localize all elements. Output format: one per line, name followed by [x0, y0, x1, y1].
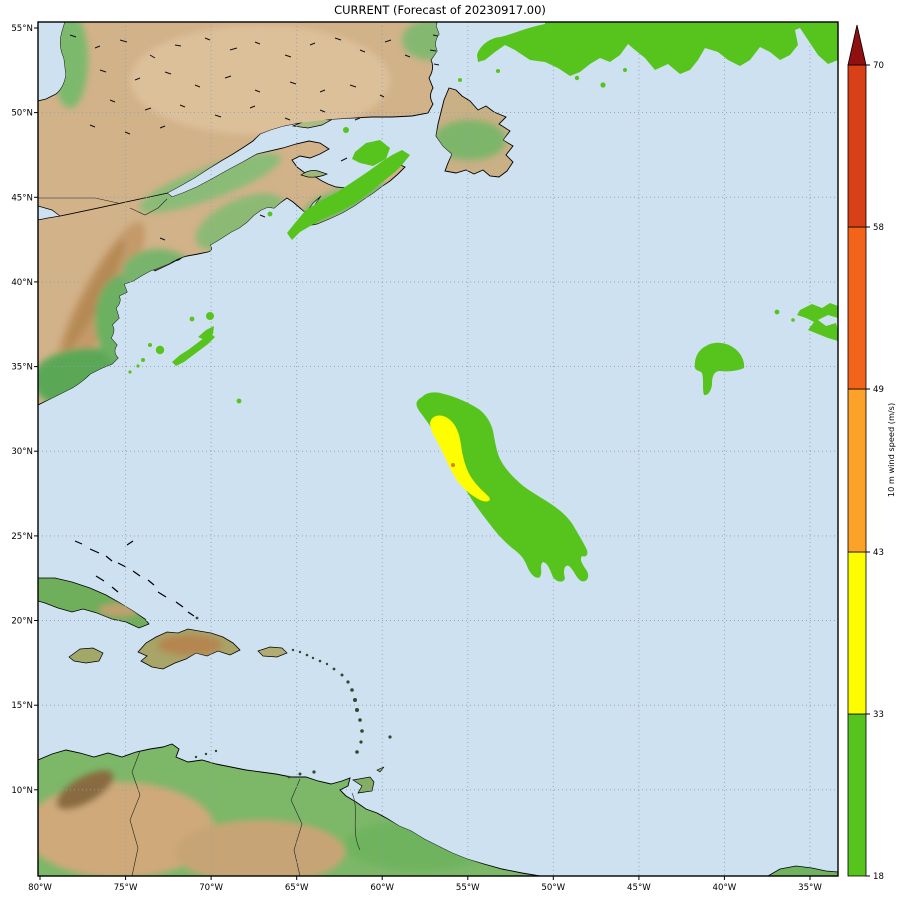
wind-swath-dot — [206, 312, 214, 320]
lon-tick-label: 70°W — [199, 883, 223, 893]
colorbar-tick-label: 43 — [873, 548, 884, 558]
colorbar: 18 33 43 49 58 70 10 m wind speed (m/s) — [847, 24, 896, 882]
puerto-rico-island — [257, 646, 288, 658]
wind-swath-dot — [379, 146, 387, 154]
quebec-lakes — [69, 34, 440, 241]
wind-swath-dot — [128, 370, 132, 374]
st-lawrence-river — [59, 192, 169, 217]
lon-tick-label: 45°W — [627, 883, 651, 893]
lon-tick-label: 35°W — [798, 883, 822, 893]
wind-swath-north-band — [477, 22, 838, 76]
lat-lon-grid — [38, 22, 838, 876]
lat-tick-label: 35°N — [11, 363, 33, 373]
storm-center-marker — [451, 463, 455, 467]
wind-swath-dot — [267, 211, 273, 217]
axis-ticks — [34, 27, 811, 880]
jamaica-island — [68, 647, 104, 664]
colorbar-tick-label: 58 — [873, 223, 884, 233]
wind-swath-dot — [343, 127, 349, 133]
wind-swath-dot — [574, 75, 580, 81]
wind-swath-dot — [189, 316, 195, 322]
wind-swath-dot — [458, 78, 462, 82]
wind-swath-nova-scotia-blob — [352, 140, 390, 166]
wind-swath-dot — [141, 358, 145, 362]
lat-tick-label: 45°N — [11, 193, 33, 203]
colorbar-tick-label: 18 — [873, 872, 884, 882]
lat-axis-labels: 55°N 50°N 45°N 40°N 35°N 30°N 25°N 20°N … — [11, 24, 33, 796]
wind-swaths — [128, 22, 838, 582]
trinidad-island — [352, 776, 375, 794]
colorbar-segment-18-33 — [847, 713, 867, 877]
colorbar-segment-33-43 — [847, 551, 867, 715]
colorbar-tick-label: 33 — [873, 710, 884, 720]
tobago-island — [376, 766, 385, 773]
lon-tick-label: 80°W — [28, 883, 52, 893]
political-borders — [38, 197, 361, 876]
lat-tick-label: 10°N — [11, 786, 33, 796]
lon-tick-label: 60°W — [370, 883, 394, 893]
leeward-islets — [194, 616, 392, 779]
bahamas-cays — [74, 540, 195, 617]
colorbar-segment-58-70 — [847, 64, 867, 228]
wind-swath-carolinas — [172, 333, 215, 366]
wind-swath-carolinas-blob — [198, 326, 214, 340]
chart-title: CURRENT (Forecast of 20230917.00) — [334, 3, 546, 17]
lat-tick-label: 20°N — [11, 617, 33, 627]
lon-tick-label: 50°W — [541, 883, 565, 893]
lon-tick-label: 40°W — [713, 883, 737, 893]
colorbar-ticks — [866, 64, 870, 877]
lon-tick-label: 65°W — [285, 883, 309, 893]
guiana-coast-strip — [767, 865, 838, 876]
wind-swath-right-edge — [797, 303, 838, 341]
colorbar-tick-label: 49 — [873, 385, 884, 395]
lon-axis-labels: 80°W 75°W 70°W 65°W 60°W 55°W 50°W 45°W … — [28, 883, 822, 893]
colorbar-segment-49-58 — [847, 226, 867, 390]
wind-swath-dot — [623, 68, 627, 72]
wind-swath-40w-blob — [694, 342, 745, 396]
lat-tick-label: 30°N — [11, 447, 33, 457]
lat-tick-label: 15°N — [11, 701, 33, 711]
colorbar-axis-label: 10 m wind speed (m/s) — [886, 403, 896, 497]
plot-border — [37, 21, 839, 877]
wind-swath-dot — [148, 343, 152, 347]
wind-swath-dot — [791, 318, 795, 322]
lon-tick-label: 55°W — [456, 883, 480, 893]
lat-tick-label: 25°N — [11, 532, 33, 542]
wind-swath-nova-scotia — [287, 150, 410, 240]
colorbar-arrow-cap — [847, 24, 867, 66]
colorbar-tick-label: 70 — [873, 61, 884, 71]
wind-swath-dot — [136, 364, 140, 368]
wind-swath-dot — [236, 398, 242, 404]
lat-tick-label: 50°N — [11, 109, 33, 119]
wind-swath-main-core — [430, 415, 490, 502]
lake-ontario — [38, 205, 61, 221]
wind-swath-dot — [155, 345, 165, 355]
lat-tick-label: 55°N — [11, 24, 33, 34]
lat-tick-label: 40°N — [11, 278, 33, 288]
wind-swath-dot — [774, 309, 780, 315]
wind-swath-dot — [496, 69, 500, 73]
wind-swath-dot — [600, 82, 606, 88]
colorbar-segment-43-49 — [847, 388, 867, 553]
prince-edward-island — [300, 170, 328, 178]
lon-tick-label: 75°W — [114, 883, 138, 893]
